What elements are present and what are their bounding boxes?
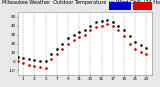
Text: Milwaukee Weather  Outdoor Temperature  vs Wind Chill  (24 Hours): Milwaukee Weather Outdoor Temperature vs… [2, 0, 160, 5]
